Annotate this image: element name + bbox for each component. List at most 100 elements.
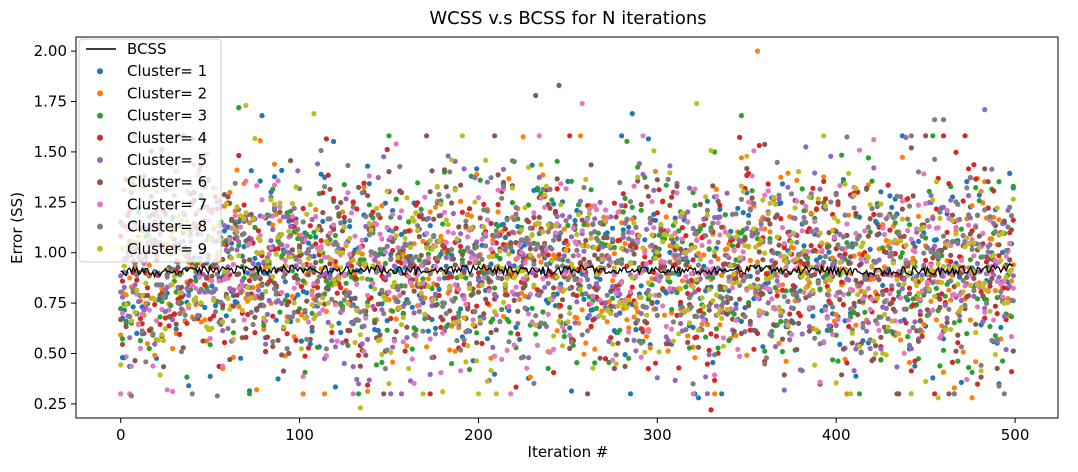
data-point	[887, 239, 893, 245]
data-point	[906, 222, 913, 228]
data-point	[311, 253, 317, 259]
data-point	[964, 235, 970, 241]
data-point	[255, 287, 261, 293]
data-point	[536, 133, 542, 139]
data-point	[771, 322, 777, 328]
data-point	[654, 313, 660, 319]
data-point	[978, 289, 984, 295]
data-point	[411, 288, 417, 294]
data-point	[753, 244, 759, 250]
data-point	[275, 234, 281, 240]
data-point	[492, 285, 498, 291]
data-point	[844, 221, 850, 227]
data-point	[198, 300, 204, 306]
data-point	[250, 321, 256, 328]
data-point	[490, 240, 496, 246]
data-point	[432, 291, 439, 297]
data-point	[783, 358, 789, 364]
data-point	[593, 280, 600, 287]
data-point	[953, 348, 959, 354]
data-point	[134, 287, 140, 293]
data-point	[660, 198, 666, 204]
data-point	[896, 391, 902, 397]
data-point	[143, 300, 149, 306]
data-point	[411, 218, 417, 224]
data-point	[620, 191, 626, 197]
data-point	[744, 287, 750, 293]
data-point	[737, 255, 743, 261]
data-point	[246, 257, 253, 263]
data-point	[892, 237, 898, 243]
data-point	[924, 217, 931, 224]
data-point	[595, 238, 601, 244]
data-point	[567, 305, 573, 311]
data-point	[853, 185, 859, 191]
data-point	[749, 173, 755, 179]
data-point	[506, 176, 512, 182]
data-point	[538, 162, 544, 168]
x-axis-ticks: 0 100 200 300 400 500	[116, 418, 1029, 444]
data-point	[488, 261, 494, 267]
data-point	[252, 255, 258, 261]
data-point	[887, 193, 893, 199]
data-point	[334, 338, 340, 344]
data-point	[236, 152, 242, 159]
data-point	[645, 280, 652, 286]
data-point	[245, 284, 251, 290]
data-point	[626, 355, 632, 361]
data-point	[967, 272, 974, 278]
data-point	[400, 314, 406, 321]
data-point	[425, 283, 431, 290]
data-point	[225, 194, 231, 200]
data-point	[390, 359, 396, 365]
data-point	[561, 287, 567, 293]
data-point	[365, 276, 371, 282]
data-point	[438, 201, 444, 207]
data-point	[604, 292, 610, 298]
data-point	[781, 240, 787, 247]
data-point	[255, 274, 261, 280]
data-point	[261, 322, 267, 329]
data-point	[567, 310, 573, 316]
data-point	[506, 319, 512, 325]
data-point	[720, 343, 727, 349]
data-point	[325, 319, 331, 325]
data-point	[450, 230, 456, 236]
data-point	[948, 252, 954, 258]
data-point	[619, 245, 625, 251]
data-point	[404, 324, 410, 330]
data-point	[248, 211, 254, 218]
data-point	[774, 234, 780, 240]
data-point	[511, 297, 517, 303]
data-point	[488, 329, 494, 336]
data-point	[738, 155, 745, 161]
y-tick-label: 2.00	[34, 42, 67, 60]
data-point	[295, 317, 301, 323]
data-point	[980, 284, 986, 290]
data-point	[533, 331, 539, 337]
data-point	[958, 257, 965, 263]
data-point	[611, 250, 618, 257]
data-point	[688, 304, 694, 310]
data-point	[314, 344, 321, 350]
data-point	[216, 278, 222, 284]
data-point	[844, 134, 850, 140]
data-point	[613, 361, 619, 367]
data-point	[815, 280, 821, 286]
data-point	[118, 316, 124, 323]
data-point	[1001, 313, 1007, 319]
data-point	[665, 348, 671, 354]
data-point	[692, 244, 698, 250]
data-point	[932, 293, 938, 300]
data-point	[905, 228, 911, 234]
data-point	[343, 280, 349, 286]
data-point	[964, 185, 970, 191]
data-point	[779, 336, 786, 342]
data-point	[458, 273, 464, 279]
data-point	[751, 148, 757, 154]
data-point	[209, 325, 215, 331]
data-point	[424, 344, 430, 350]
data-point	[762, 250, 768, 256]
data-point	[533, 246, 539, 252]
data-point	[209, 289, 215, 296]
